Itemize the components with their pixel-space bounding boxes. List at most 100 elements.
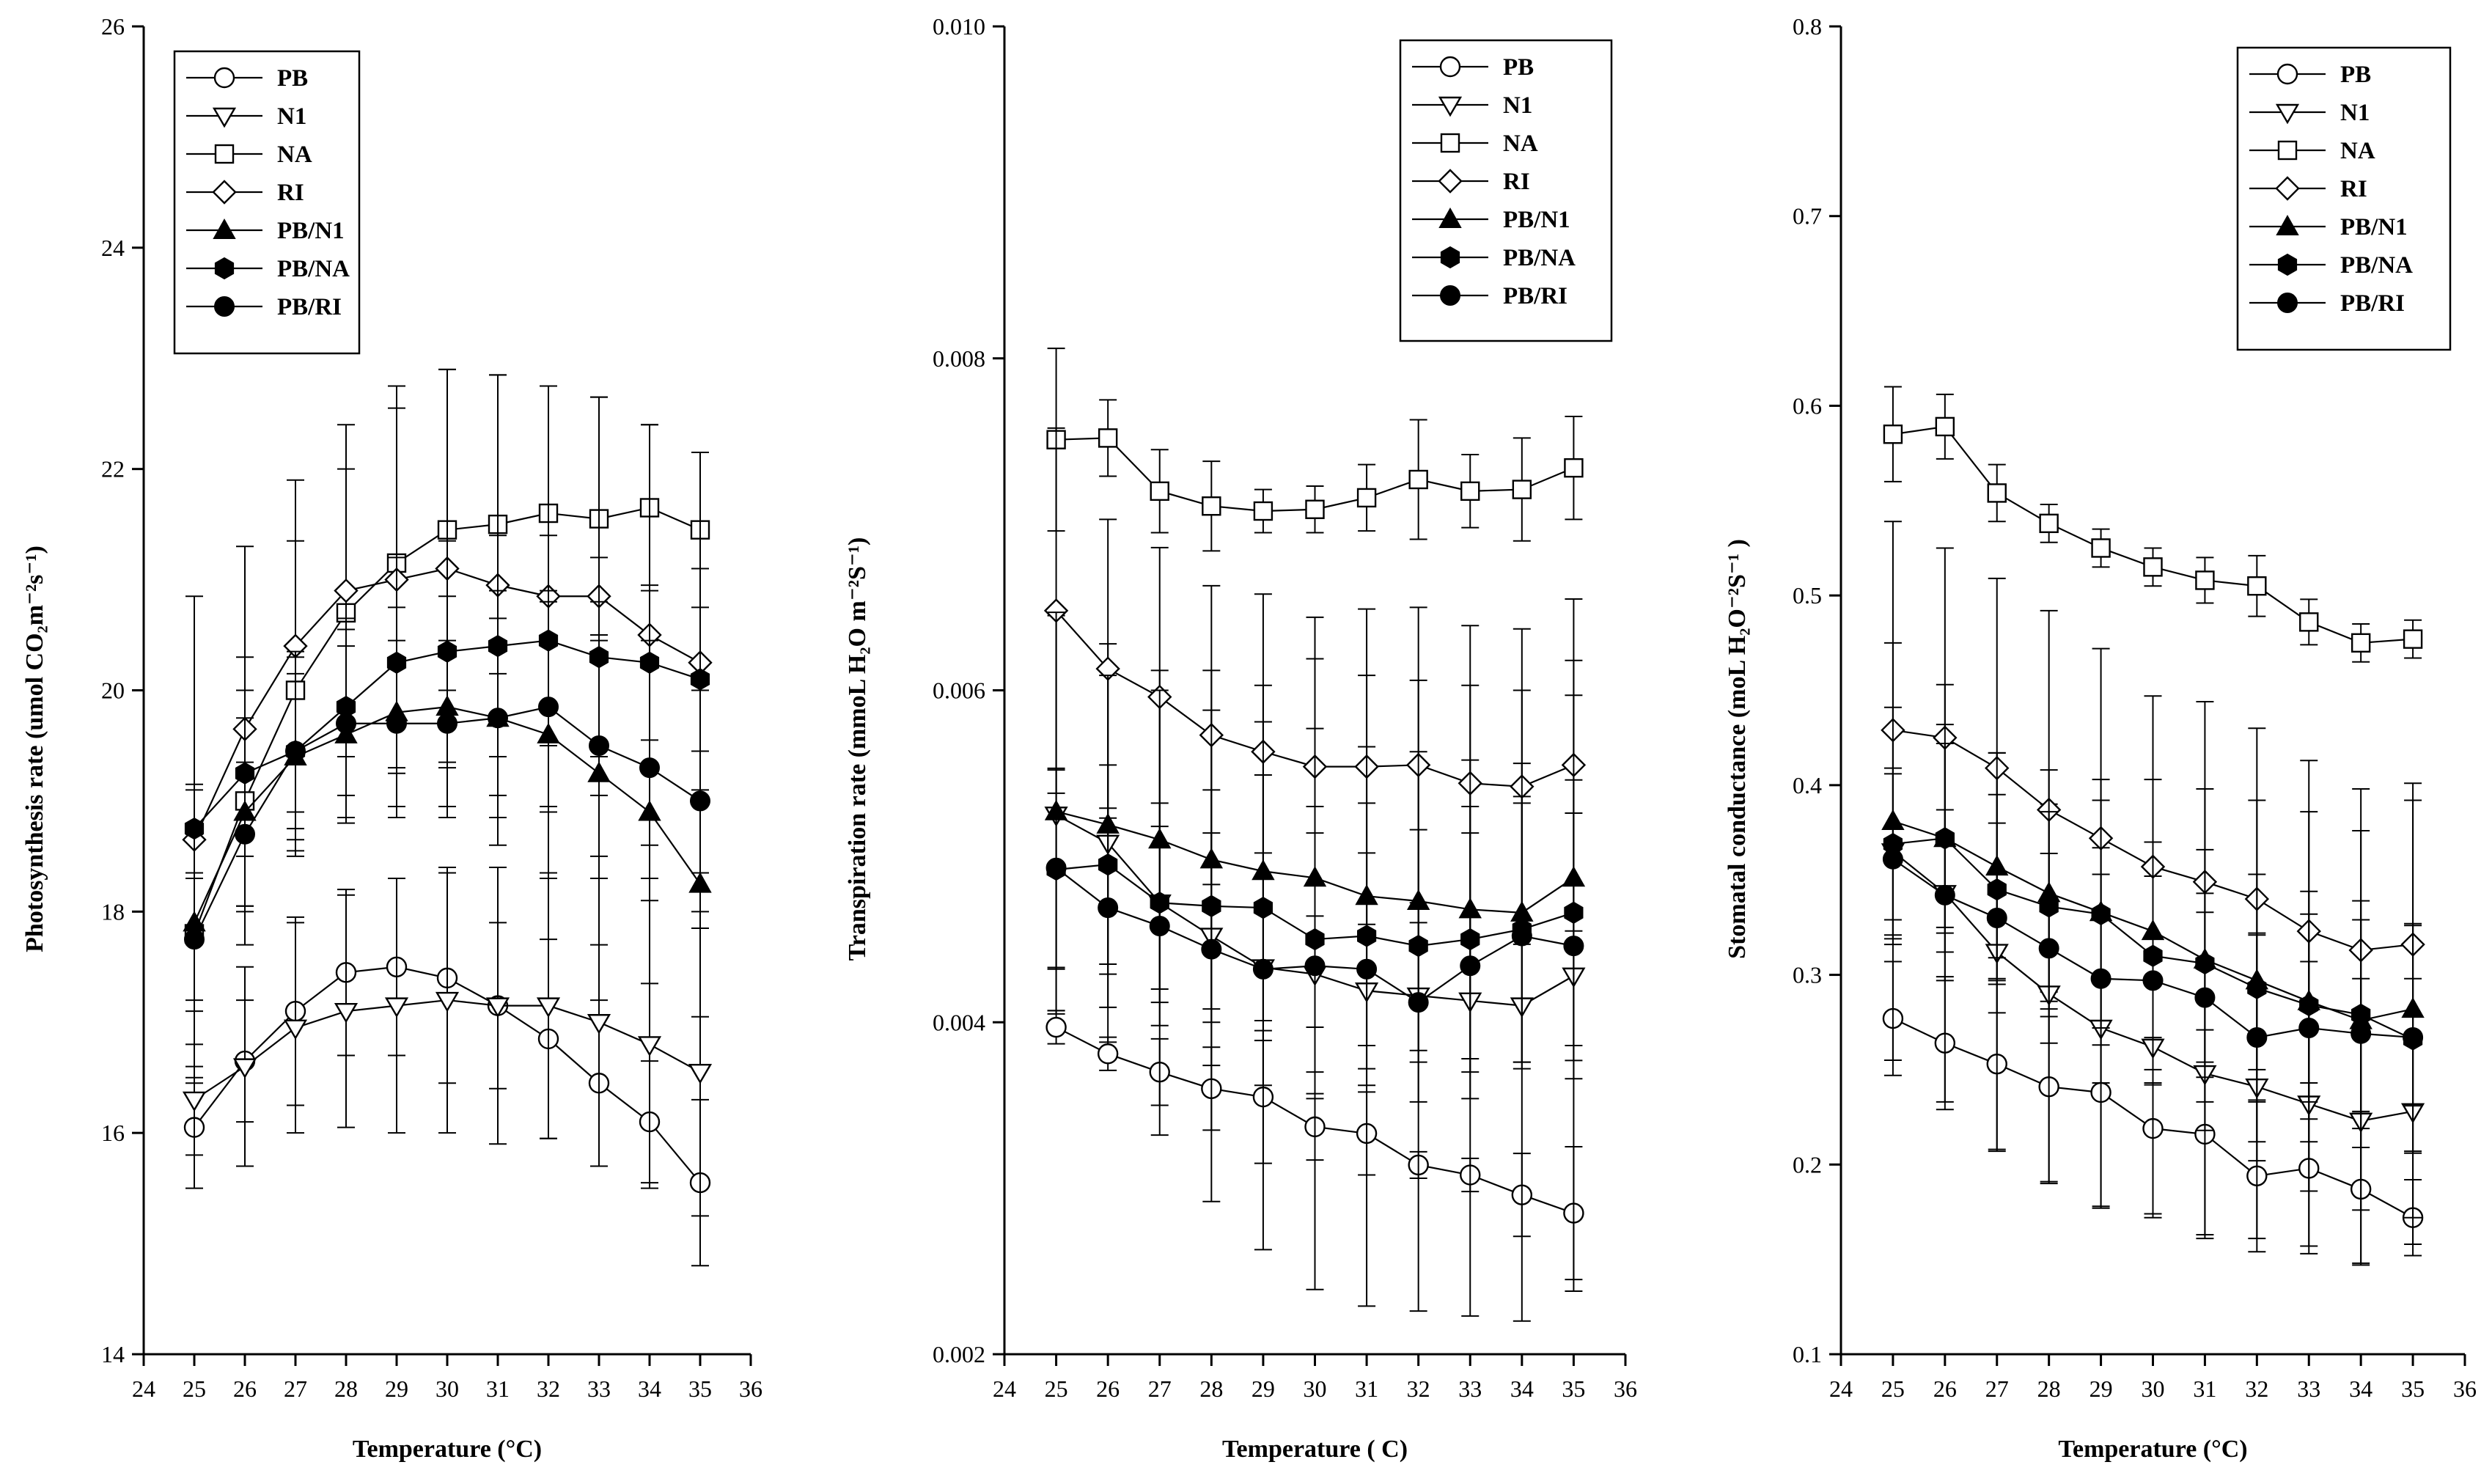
legend-label: RI (1503, 169, 1530, 195)
data-point (2403, 1026, 2424, 1048)
x-tick-label: 26 (1096, 1375, 1120, 1402)
data-point (2195, 570, 2215, 590)
y-tick-label: 0.4 (1793, 772, 1822, 798)
legend-marker (1439, 56, 1461, 78)
data-point (2091, 538, 2111, 558)
data-point (235, 823, 255, 845)
x-tick-label: 34 (638, 1375, 661, 1402)
data-point (2142, 970, 2164, 991)
legend-marker (212, 180, 237, 205)
data-point (2247, 576, 2267, 596)
y-axis-title: Stomatal conductance (moL H₂O⁻²S⁻¹ ) (1724, 539, 1751, 959)
y-tick-label: 22 (101, 456, 125, 482)
x-tick-label: 31 (2193, 1375, 2216, 1402)
legend-item: PB/N1 (2249, 214, 2408, 240)
x-tick-label: 32 (1407, 1375, 1430, 1402)
legend-item: PB (186, 65, 308, 92)
data-point (1149, 915, 1170, 936)
chart-panel-1: 24 25 26 27 28 29 30 31 32 33 34 35 36 14 16 18 20 22 24 26… (21, 13, 762, 1463)
legend-marker (214, 144, 235, 164)
y-tick-label: 14 (101, 1341, 125, 1367)
legend-marker (212, 107, 237, 128)
x-tick-label: 29 (2089, 1375, 2113, 1402)
data-point (384, 997, 409, 1018)
legend-item: PB/RI (2249, 290, 2405, 317)
x-tick-label: 36 (1614, 1375, 1637, 1402)
x-tick-label: 36 (739, 1375, 762, 1402)
y-tick-label: 0.2 (1793, 1151, 1822, 1178)
legend-marker (2275, 176, 2300, 201)
y-tick-label: 26 (101, 13, 125, 40)
x-tick-label: 36 (2453, 1375, 2477, 1402)
legend-label: PB/RI (1503, 283, 1567, 309)
legend-label: N1 (277, 103, 306, 130)
data-point (1252, 958, 1273, 980)
data-point (589, 735, 609, 756)
data-point (2351, 1023, 2372, 1044)
x-tick-label: 26 (233, 1375, 257, 1402)
x-tick-label: 32 (2245, 1375, 2268, 1402)
x-tick-label: 30 (1304, 1375, 1327, 1402)
data-point (1512, 480, 1532, 499)
series-na (1046, 348, 1584, 552)
legend-label: RI (277, 180, 304, 206)
data-point (587, 1014, 611, 1035)
x-axis-title: Temperature (°C) (2058, 1436, 2247, 1463)
chart-panel-3: 24 25 26 27 28 29 30 31 32 33 34 35 36 0.1 0.2 0.3 0.4 0.… (1724, 13, 2477, 1463)
data-point (1408, 992, 1429, 1013)
y-tick-label: 16 (101, 1120, 125, 1146)
x-tick-label: 33 (1458, 1375, 1482, 1402)
series-n1 (182, 866, 713, 1217)
data-point (1987, 483, 2007, 503)
legend-label: N1 (1503, 92, 1532, 119)
data-point (639, 757, 660, 779)
data-point (283, 1019, 308, 1040)
legend-marker (214, 257, 235, 280)
data-point (1511, 925, 1532, 947)
data-point (182, 1091, 207, 1112)
x-tick-label: 27 (1148, 1375, 1172, 1402)
data-point (1098, 897, 1119, 919)
data-point (1934, 884, 1955, 906)
legend-label: N1 (2340, 100, 2370, 126)
x-tick-label: 25 (183, 1375, 206, 1402)
data-point (1045, 1016, 1067, 1038)
legend-marker (2275, 103, 2300, 125)
data-point (1045, 857, 1067, 878)
y-tick-label: 0.1 (1793, 1341, 1822, 1367)
data-point (1356, 958, 1378, 980)
legend-item: RI (2249, 176, 2367, 202)
y-tick-label: 0.004 (933, 1009, 985, 1035)
legend-label: PB/RI (277, 294, 342, 320)
legend-item: RI (186, 180, 304, 206)
data-point (2351, 633, 2371, 653)
x-tick-label: 26 (1933, 1375, 1957, 1402)
legend-label: PB/NA (1503, 245, 1576, 271)
x-axis-title: Temperature ( C) (1222, 1436, 1408, 1463)
data-point (1460, 955, 1481, 977)
data-point (2143, 557, 2163, 577)
y-tick-label: 0.008 (933, 345, 985, 372)
legend-item: NA (2249, 138, 2375, 164)
x-tick-label: 28 (334, 1375, 358, 1402)
legend-item: PB/NA (2249, 252, 2413, 279)
data-point (485, 997, 510, 1018)
legend-item: NA (186, 142, 312, 168)
legend-label: PB (1503, 54, 1534, 81)
data-point (2299, 612, 2319, 632)
legend-box (173, 50, 361, 355)
data-point (1098, 428, 1118, 448)
y-tick-label: 0.010 (933, 13, 985, 40)
data-point (690, 790, 710, 812)
data-point (538, 697, 559, 718)
legend-item: PB/N1 (186, 218, 345, 244)
data-point (2403, 629, 2423, 649)
x-tick-label: 25 (1881, 1375, 1905, 1402)
legend-marker (1440, 285, 1460, 306)
series-line (1892, 425, 2414, 644)
data-point (1201, 938, 1222, 960)
data-point (2090, 968, 2111, 989)
legend-label: PB/N1 (2340, 214, 2408, 240)
legend-item: PB/NA (1412, 245, 1576, 271)
